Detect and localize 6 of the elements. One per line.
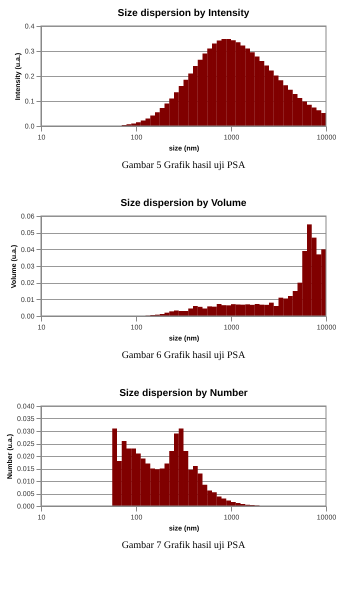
text: Gambar 6 Grafik hasil uji PSA [122,350,246,361]
chart-title: Size dispersion by Intensity [118,8,250,19]
text: Gambar 7 Grafik hasil uji PSA [122,540,246,551]
chart-title: Size dispersion by Number [119,388,248,399]
text: Gambar 5 Grafik hasil uji PSA [122,160,246,171]
chart-title: Size dispersion by Volume [120,198,247,209]
